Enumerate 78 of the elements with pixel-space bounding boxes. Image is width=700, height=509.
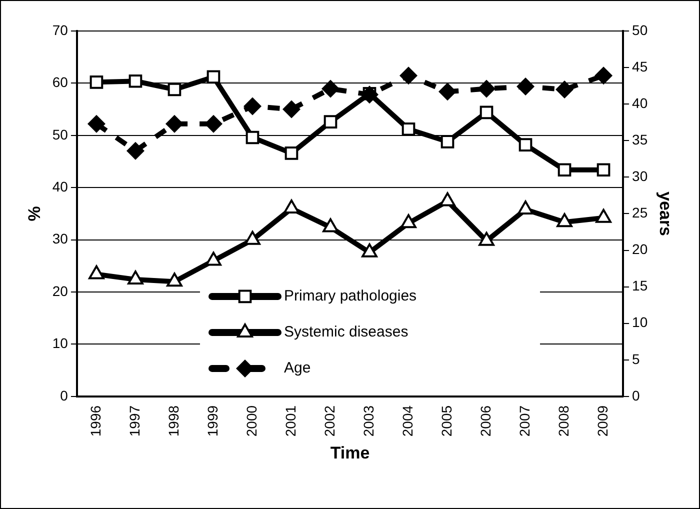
point [594, 66, 613, 85]
point [478, 232, 494, 246]
y-tick-label: 60 [52, 74, 68, 90]
point [168, 82, 182, 96]
x-tick-label: 2005 [438, 405, 454, 437]
point [400, 214, 416, 228]
y2-tick-label: 35 [632, 131, 648, 148]
x-axis-title: Time [330, 443, 370, 462]
x-tick-label: 1999 [204, 405, 220, 437]
y-tick-label: 40 [52, 178, 68, 194]
point [243, 97, 262, 116]
point [440, 135, 454, 148]
y2-tick-label: 30 [632, 168, 648, 184]
x-tick-label: 2004 [399, 405, 416, 437]
y-tick-label: 20 [52, 282, 68, 299]
point [284, 146, 298, 160]
y2-tick-label: 20 [632, 241, 648, 258]
x-tick-label: 1997 [126, 405, 142, 437]
point [324, 115, 338, 128]
point [402, 122, 416, 136]
point [518, 138, 532, 152]
point [518, 200, 534, 215]
y-tick-label: 70 [52, 22, 68, 38]
y2-tick-label: 40 [632, 94, 648, 111]
y2-tick-label: 25 [632, 204, 648, 221]
point [126, 142, 144, 160]
y2-tick-label: 50 [632, 22, 648, 38]
x-tick-label: 1998 [165, 405, 182, 437]
point [88, 265, 104, 280]
point [556, 213, 572, 228]
point [478, 80, 496, 98]
x-tick-label: 1996 [87, 405, 104, 437]
y2-tick-label: 5 [632, 350, 640, 367]
point [440, 192, 456, 206]
x-tick-label: 2003 [360, 405, 376, 437]
point [400, 66, 418, 85]
x-tick-label: 2009 [594, 405, 610, 437]
point [284, 200, 300, 214]
point [246, 130, 260, 144]
point [87, 114, 106, 133]
point [596, 163, 610, 177]
x-tick-label: 2008 [555, 405, 572, 437]
y-axis-title: % [24, 206, 44, 222]
point [90, 76, 104, 89]
legend-label: Age [284, 360, 311, 377]
y2-tick-label: 10 [632, 314, 648, 330]
point [322, 218, 338, 232]
x-tick-label: 2001 [282, 405, 298, 437]
y2-tick-label: 15 [632, 278, 648, 294]
point [206, 252, 222, 266]
x-tick-label: 2002 [321, 405, 338, 437]
point [362, 243, 378, 258]
y2-tick-label: 45 [632, 58, 648, 74]
y-tick-label: 30 [52, 230, 68, 247]
legend-label: Systemic diseases [284, 324, 408, 341]
point [516, 78, 535, 96]
point [128, 74, 142, 88]
y-tick-label: 10 [52, 335, 68, 352]
point [322, 80, 340, 98]
legend-label: Primary pathologies [284, 288, 417, 305]
y2-axis-title: years [656, 192, 676, 236]
point [480, 106, 494, 120]
point [206, 70, 220, 84]
point [282, 100, 300, 118]
point [165, 114, 184, 133]
x-tick-label: 2007 [516, 405, 532, 437]
point [360, 86, 378, 104]
y-tick-label: 0 [60, 387, 68, 404]
y2-tick-label: 0 [632, 387, 640, 404]
point [596, 208, 612, 223]
point [558, 163, 572, 177]
x-tick-label: 2000 [243, 405, 260, 437]
point [166, 272, 182, 287]
point [128, 270, 144, 285]
y-tick-label: 50 [52, 126, 68, 142]
point [438, 82, 457, 101]
x-tick-label: 2006 [477, 405, 494, 437]
point [556, 80, 574, 98]
